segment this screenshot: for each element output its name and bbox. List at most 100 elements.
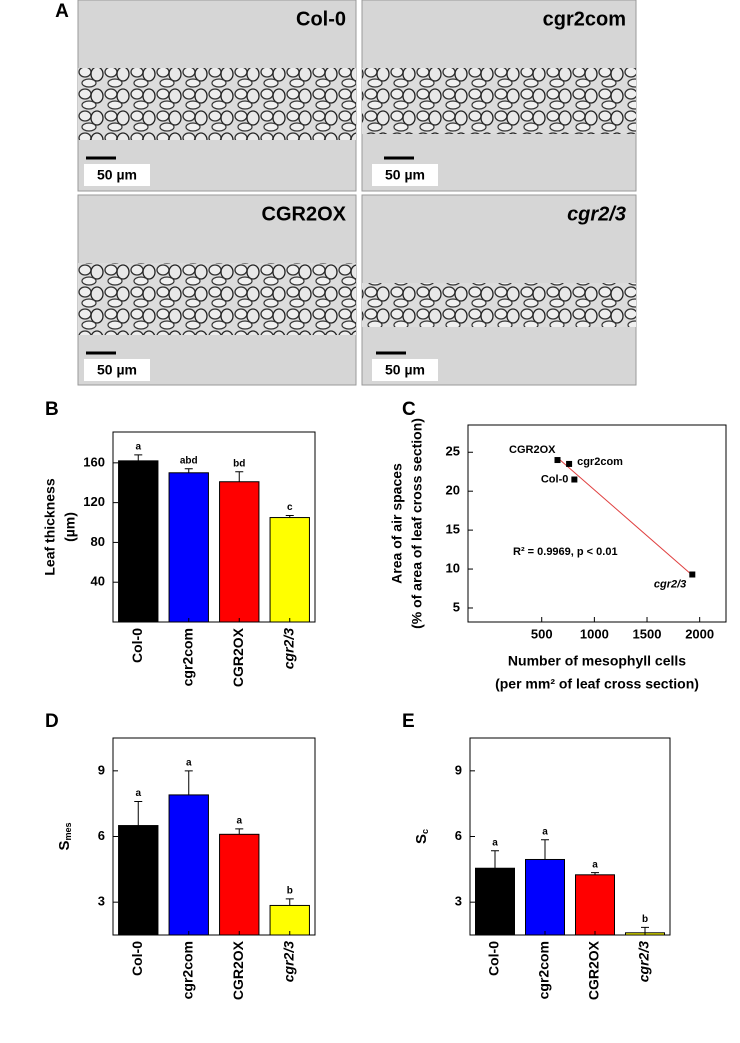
y-axis-title: Area of air spaces	[389, 463, 405, 584]
y-tick-label: 160	[83, 454, 105, 469]
bar	[118, 825, 159, 936]
bar	[475, 867, 515, 936]
scale-label: 50 µm	[97, 167, 137, 183]
error-bar	[184, 468, 193, 473]
image-label: CGR2OX	[262, 203, 347, 225]
point	[566, 460, 573, 467]
bar	[269, 904, 310, 936]
y-axis-title-sub: c	[420, 829, 430, 834]
x-axis-title: (per mm² of leaf cross section)	[495, 676, 699, 692]
bar	[269, 517, 310, 623]
y-tick-label: 9	[455, 762, 462, 777]
x-tick-label: cgr2/3	[280, 941, 296, 982]
panel-label: C	[402, 399, 416, 420]
x-tick-label: Col-0	[129, 941, 145, 976]
plot-frame	[112, 431, 316, 623]
y-axis-title: Smes	[56, 822, 73, 850]
y-axis-title: (µm)	[62, 512, 78, 542]
x-tick-label: cgr2com	[536, 941, 552, 999]
y-tick-label: 3	[455, 894, 462, 909]
significance-letter: b	[287, 886, 293, 897]
significance-letter: a	[236, 815, 242, 826]
point-label: Col-0	[541, 473, 569, 485]
y-tick-label: 6	[98, 828, 105, 843]
significance-letter: b	[642, 914, 648, 925]
significance-letter: a	[135, 788, 141, 799]
x-tick-label: CGR2OX	[230, 627, 246, 687]
micrograph: CGR2OX 50 µm	[77, 194, 357, 386]
error-bar	[184, 770, 193, 795]
significance-letter: abd	[180, 455, 198, 466]
y-axis-title-main: S	[413, 834, 430, 844]
error-bar	[285, 515, 294, 518]
y-axis-title: (% of area of leaf cross section)	[409, 418, 425, 629]
scale-label: 50 µm	[385, 362, 425, 378]
scale-label: 50 µm	[385, 167, 425, 183]
x-tick-label: Col-0	[129, 628, 145, 663]
significance-letter: a	[186, 757, 192, 768]
panel-label: E	[402, 711, 415, 732]
image-label: Col-0	[296, 8, 346, 30]
y-tick-label: 120	[83, 494, 105, 509]
x-tick-label: CGR2OX	[586, 940, 602, 1000]
annotation: R² = 0.9969, p < 0.01	[513, 546, 618, 558]
micrograph: cgr2com 50 µm	[361, 0, 637, 192]
x-tick-label: Col-0	[486, 941, 502, 976]
image-label: cgr2com	[543, 8, 626, 30]
bar	[219, 833, 260, 936]
error-bar	[235, 471, 244, 482]
bar	[575, 874, 615, 936]
x-tick-label: 2000	[685, 626, 714, 641]
bar	[168, 794, 209, 936]
error-bar	[591, 872, 599, 875]
point-label: cgr2com	[577, 456, 623, 468]
bar	[118, 460, 159, 623]
y-tick-label: 3	[98, 894, 105, 909]
plot-frame	[467, 424, 727, 623]
scale-label: 50 µm	[97, 362, 137, 378]
point	[571, 476, 578, 483]
point-label: cgr2/3	[654, 578, 686, 590]
y-axis-title: Sc	[413, 829, 430, 844]
error-bar	[285, 898, 294, 906]
y-tick-label: 9	[98, 762, 105, 777]
x-tick-label: 500	[531, 626, 553, 641]
y-axis-title: Leaf thickness	[42, 478, 58, 575]
image-label: cgr2/3	[567, 203, 626, 225]
micrograph: cgr2/3 50 µm	[361, 194, 637, 386]
x-tick-label: cgr2/3	[636, 941, 652, 982]
y-axis-title-sub: mes	[63, 822, 73, 840]
fit-line	[557, 457, 693, 576]
point	[554, 457, 561, 464]
y-tick-label: 10	[446, 560, 460, 575]
x-axis-title: Number of mesophyll cells	[508, 653, 686, 669]
y-tick-label: 25	[446, 444, 460, 459]
panel-label: D	[45, 711, 59, 732]
error-bar	[541, 839, 549, 860]
bar	[219, 481, 260, 623]
x-tick-label: cgr2/3	[280, 628, 296, 669]
significance-letter: c	[287, 502, 293, 513]
significance-letter: a	[135, 442, 141, 453]
y-tick-label: 80	[91, 534, 105, 549]
point	[689, 571, 696, 578]
significance-letter: a	[492, 837, 498, 848]
x-tick-label: 1000	[580, 626, 609, 641]
y-axis-title-main: S	[56, 841, 73, 851]
error-bar	[134, 454, 143, 461]
x-tick-label: 1500	[633, 626, 662, 641]
error-bar	[491, 850, 499, 869]
y-tick-label: 40	[91, 574, 105, 589]
y-tick-label: 5	[453, 599, 460, 614]
panel-label: B	[45, 399, 59, 420]
error-bar	[235, 828, 244, 835]
x-tick-label: cgr2com	[179, 941, 195, 999]
significance-letter: bd	[233, 458, 245, 469]
micrograph: Col-0 50 µm	[77, 0, 357, 192]
x-tick-label: cgr2com	[179, 628, 195, 686]
significance-letter: a	[542, 826, 548, 837]
significance-letter: a	[592, 859, 598, 870]
y-tick-label: 15	[446, 522, 460, 537]
